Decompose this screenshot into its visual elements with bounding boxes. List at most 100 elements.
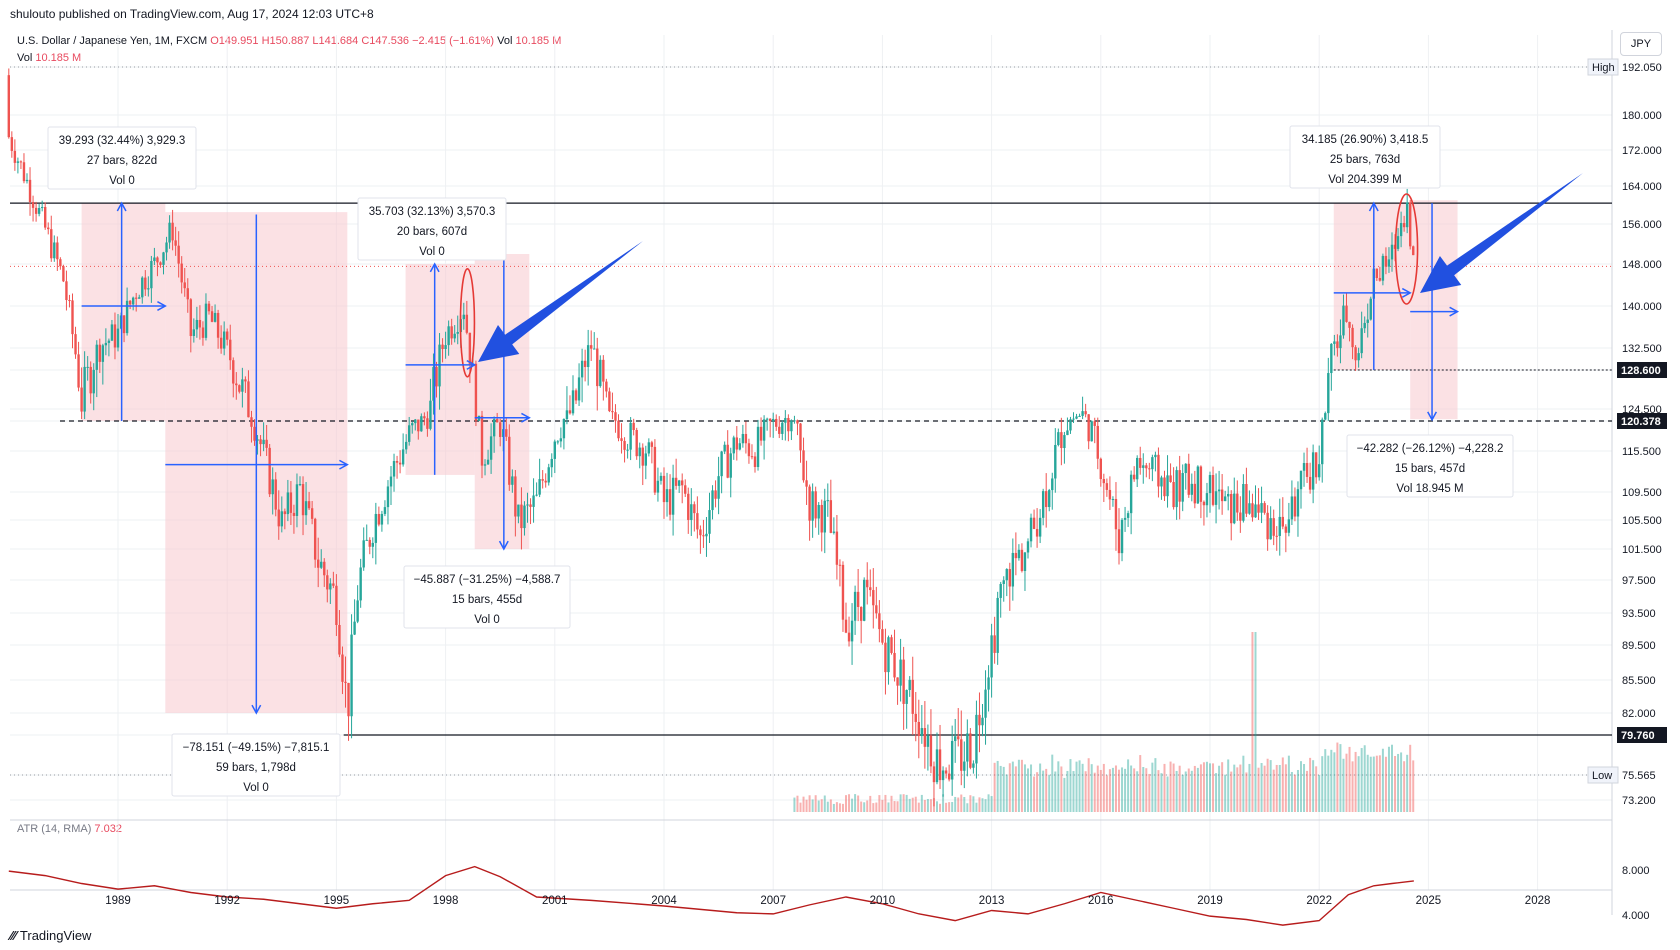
volume-bar: [896, 801, 899, 812]
candle-body: [101, 345, 105, 362]
candle-body: [141, 277, 144, 298]
candle-body: [738, 443, 742, 450]
volume-legend-label: Vol: [17, 52, 33, 64]
tradingview-logo[interactable]: ⁄⁄⁄ TradingView: [10, 928, 91, 943]
volume-bar: [841, 803, 844, 812]
candle-body: [1248, 503, 1251, 514]
volume-bar: [1142, 767, 1145, 812]
volume-bar: [1133, 768, 1136, 812]
volume-bar: [1345, 753, 1348, 812]
candle-body: [681, 480, 684, 486]
atr-legend[interactable]: ATR (14, RMA) 7.032: [17, 823, 122, 835]
volume-bar: [969, 795, 972, 812]
candle-body: [86, 366, 89, 368]
currency-unit-button[interactable]: JPY: [1620, 32, 1662, 56]
measurement-label-line: 34.185 (26.90%) 3,418.5: [1302, 134, 1429, 146]
publisher-header: shulouto published on TradingView.com, A…: [10, 7, 374, 21]
legend-low: L141.684: [312, 35, 359, 47]
measurement-label-line: Vol 0: [474, 614, 500, 626]
candle-body: [22, 162, 26, 182]
volume-bar: [1372, 756, 1375, 812]
candle-body: [1284, 526, 1288, 533]
volume-bar: [872, 803, 875, 812]
candle-body: [56, 242, 59, 260]
candle-body: [574, 390, 578, 401]
candle-body: [204, 303, 208, 338]
candle-body: [838, 564, 842, 566]
volume-bar: [1309, 757, 1312, 812]
candle-body: [350, 634, 353, 717]
volume-bar: [1172, 763, 1175, 812]
legend-change: −2.415 (−1.61%): [412, 35, 495, 47]
candle-body: [872, 590, 875, 606]
volume-bar: [1300, 761, 1302, 812]
candle-body: [966, 733, 969, 762]
candle-body: [935, 749, 939, 783]
candle-body: [762, 419, 766, 441]
candle-body: [198, 319, 202, 328]
candle-body: [1132, 474, 1136, 480]
measurement-label-line: 15 bars, 455d: [452, 594, 522, 606]
candle-body: [1205, 493, 1209, 506]
candle-body: [1060, 432, 1063, 449]
candle-body: [1002, 580, 1005, 584]
candle-body: [13, 150, 17, 163]
volume-bar: [1360, 748, 1363, 812]
candle-body: [277, 509, 280, 527]
candle-body: [753, 456, 757, 467]
year-tick: 2013: [979, 895, 1005, 907]
candle-body: [68, 300, 71, 302]
candle-body: [960, 739, 963, 771]
year-tick: 2007: [760, 895, 786, 907]
candle-body: [1381, 255, 1385, 281]
candle-body: [1057, 432, 1060, 445]
volume-bar: [793, 797, 796, 812]
candle-body: [256, 439, 259, 441]
pointer-arrow-1998: [478, 241, 643, 362]
candle-body: [647, 442, 651, 454]
candle-body: [659, 475, 663, 481]
candle-body: [1314, 452, 1318, 478]
candle-body: [492, 419, 496, 437]
candle-body: [483, 464, 487, 466]
price-tick: 101.500: [1622, 544, 1662, 556]
symbol-title[interactable]: U.S. Dollar / Japanese Yen, 1M, FXCM: [17, 35, 208, 47]
measure-box: [1333, 203, 1411, 370]
symbol-legend: U.S. Dollar / Japanese Yen, 1M, FXCM O14…: [17, 35, 561, 47]
candle-body: [1190, 483, 1193, 495]
candle-body: [289, 492, 293, 513]
volume-bar: [1381, 748, 1384, 812]
candle-body: [201, 327, 205, 338]
volume-bar: [1306, 770, 1309, 812]
volume-bar: [1363, 745, 1366, 812]
candle-body: [462, 314, 465, 320]
volume-legend[interactable]: Vol 10.185 M: [17, 52, 81, 64]
volume-bar: [1066, 770, 1069, 812]
candle-body: [938, 749, 942, 781]
candle-body: [392, 461, 396, 477]
candle-body: [338, 624, 341, 655]
candle-body: [523, 505, 526, 529]
candle-body: [923, 728, 927, 747]
candle-body: [726, 444, 729, 478]
candle-body: [1163, 477, 1166, 497]
volume-bar: [1254, 632, 1257, 812]
candle-body: [1045, 491, 1048, 508]
candle-body: [590, 345, 593, 349]
candle-body: [1211, 475, 1215, 505]
candle-body: [238, 385, 241, 392]
candle-body: [577, 377, 581, 401]
candle-body: [863, 579, 866, 621]
candle-body: [599, 359, 602, 387]
candle-body: [398, 462, 402, 465]
volume-bar: [835, 802, 838, 812]
candle-body: [326, 575, 329, 590]
candle-body: [1139, 457, 1142, 468]
candle-body: [1227, 493, 1230, 497]
measurement-label-line: 27 bars, 822d: [87, 155, 157, 167]
candle-body: [1084, 411, 1087, 415]
candle-body: [1263, 503, 1266, 513]
candle-body: [1148, 468, 1151, 470]
measure-arrow-v4-head: [498, 540, 509, 551]
